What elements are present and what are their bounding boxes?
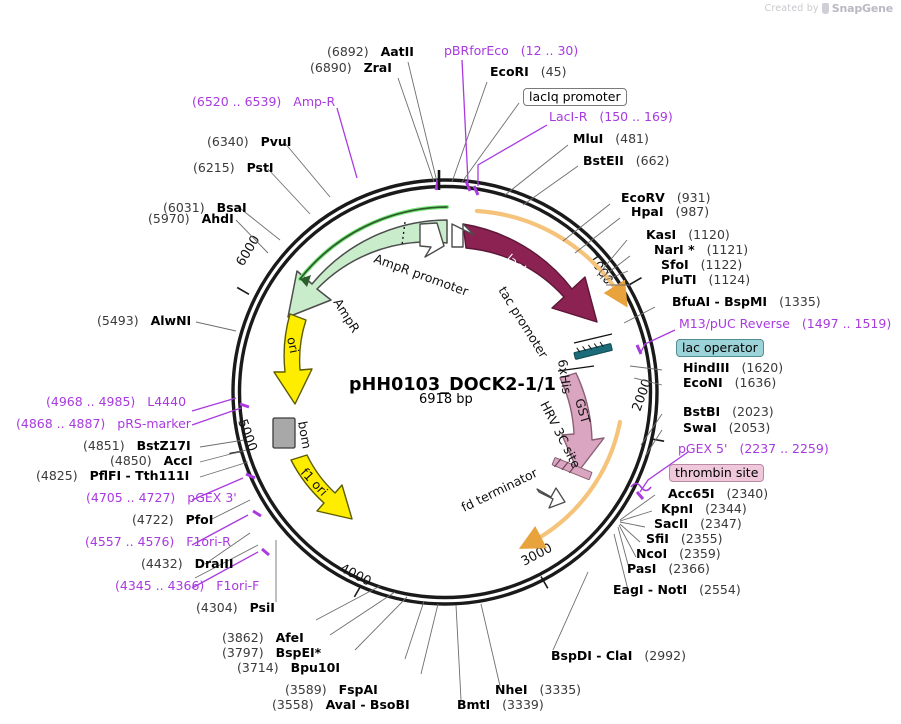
enzyme-label-alwni[interactable]: (5493) AlwNI xyxy=(97,313,192,328)
feature-laci xyxy=(462,223,598,323)
snapgene-watermark: Created by SnapGene xyxy=(764,2,893,15)
feature-bom xyxy=(272,417,296,449)
page-title: pHH0103_DOCK2-1/1 xyxy=(349,375,556,395)
enzyme-label-acci[interactable]: (4850) AccI xyxy=(110,453,193,468)
expression-arc-lower xyxy=(518,419,623,549)
feature-ampr-promoter xyxy=(419,222,445,258)
enzyme-label-pluti[interactable]: PluTI (1124) xyxy=(661,272,751,287)
primer-label-f1ori-r[interactable]: (4557 .. 4576) F1ori-R xyxy=(85,534,231,549)
enzyme-label-bpu10i[interactable]: (3714) Bpu10I xyxy=(237,660,340,675)
leader-lines-primers xyxy=(191,59,689,589)
enzyme-label-fspai[interactable]: (3589) FspAI xyxy=(285,682,378,697)
feature-hrv3c-site xyxy=(551,457,593,481)
primer-label-m13-puc-reverse[interactable]: M13/pUC Reverse (1497 .. 1519) xyxy=(679,316,892,331)
enzyme-label-pflfi-tth111i[interactable]: (4825) PflFI - Tth111I xyxy=(36,468,190,483)
enzyme-label-kasi[interactable]: KasI (1120) xyxy=(646,227,730,242)
ruler-ticks xyxy=(229,277,665,598)
feature-tac-promoter xyxy=(451,223,475,248)
enzyme-label-bsteii[interactable]: BstEII (662) xyxy=(583,153,670,168)
enzyme-label-bmti[interactable]: BmtI (3339) xyxy=(457,697,544,712)
watermark-prefix: Created by xyxy=(764,3,819,14)
feature-fd-terminator xyxy=(536,487,566,509)
enzyme-label-pfoi[interactable]: (4722) PfoI xyxy=(132,512,214,527)
feature-f1-ori xyxy=(290,454,353,520)
feature-6xhis xyxy=(573,333,613,360)
enzyme-label-hindiii[interactable]: HindIII (1620) xyxy=(683,360,784,375)
enzyme-label-bstbi[interactable]: BstBI (2023) xyxy=(683,404,774,419)
leader-lines-enzymes xyxy=(194,61,663,701)
enzyme-label-psti[interactable]: (6215) PstI xyxy=(193,160,274,175)
snapgene-logo-icon xyxy=(821,3,829,14)
enzyme-label-sacii[interactable]: SacII (2347) xyxy=(654,516,742,531)
enzyme-label-hpai[interactable]: HpaI (987) xyxy=(631,204,710,219)
svg-text:fd terminator: fd terminator xyxy=(459,465,541,515)
primer-squiggle-pgex5 xyxy=(630,482,652,492)
primer-label-laci-r[interactable]: LacI-R (150 .. 169) xyxy=(549,109,673,124)
enzyme-label-bstz17i[interactable]: (4851) BstZ17I xyxy=(83,438,191,453)
enzyme-label-econi[interactable]: EcoNI (1636) xyxy=(683,375,777,390)
enzyme-label-ncoi[interactable]: NcoI (2359) xyxy=(636,546,721,561)
boxed-label-lacIq-promoter[interactable]: lacIq promoter xyxy=(523,88,627,107)
enzyme-label-nhei[interactable]: NheI (3335) xyxy=(495,682,582,697)
enzyme-label-bfuai-bspmi[interactable]: BfuAI - BspMI (1335) xyxy=(672,294,821,309)
enzyme-label-eagi-noti[interactable]: EagI - NotI (2554) xyxy=(613,582,741,597)
svg-text:tac promoter: tac promoter xyxy=(495,284,551,362)
svg-text:ori: ori xyxy=(284,336,302,355)
svg-text:6xHis: 6xHis xyxy=(555,358,575,394)
enzyme-label-nari[interactable]: NarI * (1121) xyxy=(654,242,749,257)
svg-text:3000: 3000 xyxy=(519,541,555,570)
primer-label-amp-r[interactable]: (6520 .. 6539) Amp-R xyxy=(192,94,336,109)
svg-text:bom: bom xyxy=(295,420,315,450)
svg-text:AmpR: AmpR xyxy=(330,296,363,336)
enzyme-label-mlui[interactable]: MluI (481) xyxy=(573,131,649,146)
primer-label-pbrforeco[interactable]: pBRforEco (12 .. 30) xyxy=(444,43,579,58)
enzyme-label-swai[interactable]: SwaI (2053) xyxy=(683,420,771,435)
enzyme-label-acc65i[interactable]: Acc65I (2340) xyxy=(668,486,769,501)
enzyme-label-bsai[interactable]: (6031) BsaI xyxy=(163,200,247,215)
plasmid-size: 6918 bp xyxy=(419,392,473,407)
enzyme-label-avai-bsobi[interactable]: (3558) AvaI - BsoBI xyxy=(272,697,410,712)
enzyme-label-ecori[interactable]: EcoRI (45) xyxy=(490,64,567,79)
enzyme-label-bspei[interactable]: (3797) BspEI* xyxy=(222,645,322,660)
enzyme-label-sfii[interactable]: SfiI (2355) xyxy=(646,531,723,546)
enzyme-label-kpni[interactable]: KpnI (2344) xyxy=(661,501,747,516)
primer-label-pgex5[interactable]: pGEX 5' (2237 .. 2259) xyxy=(678,441,829,456)
primer-label-l4440[interactable]: (4968 .. 4985) L4440 xyxy=(46,394,187,409)
enzyme-label-afei[interactable]: (3862) AfeI xyxy=(222,630,304,645)
backbone-ring xyxy=(231,178,659,606)
enzyme-label-ahdi[interactable]: (5970) AhdI xyxy=(148,211,234,226)
svg-text:AmpR promoter: AmpR promoter xyxy=(372,251,471,299)
enzyme-label-draiii[interactable]: (4432) DraIII xyxy=(141,556,234,571)
enzyme-label-zrai[interactable]: (6890) ZraI xyxy=(310,60,392,75)
enzyme-label-psii[interactable]: (4304) PsiI xyxy=(196,600,275,615)
svg-text:6000: 6000 xyxy=(234,233,264,269)
enzyme-label-aatii[interactable]: (6892) AatII xyxy=(327,44,414,59)
primer-label-prs-marker[interactable]: (4868 .. 4887) pRS-marker xyxy=(16,416,191,431)
boxed-label-lac-operator[interactable]: lac operator xyxy=(676,339,764,358)
watermark-brand: SnapGene xyxy=(831,2,893,15)
enzyme-label-pasi[interactable]: PasI (2366) xyxy=(627,561,710,576)
feature-ori xyxy=(273,313,313,405)
boxed-label-thrombin-site[interactable]: thrombin site xyxy=(669,464,765,483)
enzyme-label-bspdi-clai[interactable]: BspDI - ClaI (2992) xyxy=(551,648,686,663)
enzyme-label-sfoi[interactable]: SfoI (1122) xyxy=(661,257,743,272)
enzyme-label-pvui[interactable]: (6340) PvuI xyxy=(207,134,292,149)
svg-text:GST: GST xyxy=(572,397,593,426)
enzyme-label-ecorv[interactable]: EcoRV (931) xyxy=(621,190,711,205)
primer-label-f1ori-f[interactable]: (4345 .. 4366) F1ori-F xyxy=(115,578,260,593)
primer-label-pgex3[interactable]: (4705 .. 4727) pGEX 3' xyxy=(86,490,237,505)
